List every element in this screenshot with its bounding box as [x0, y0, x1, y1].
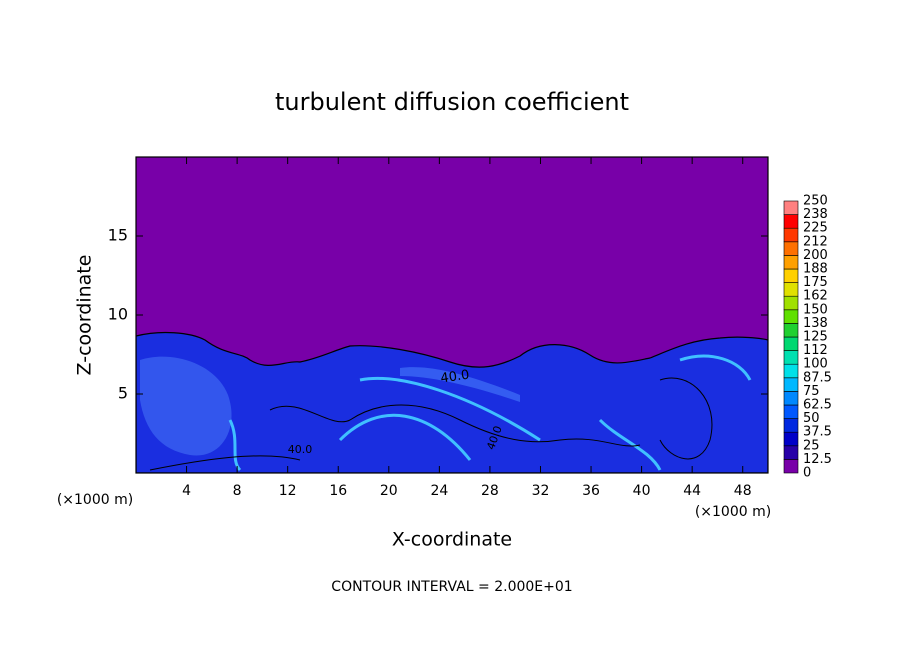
- colorbar-segment: [783, 309, 799, 324]
- colorbar-segment: [783, 200, 799, 215]
- x-tick-label: 24: [430, 483, 448, 499]
- colorbar-label: 75: [803, 384, 820, 399]
- contour-label: 40.0: [288, 443, 313, 456]
- x-tick-label: 44: [683, 483, 701, 499]
- colorbar-label: 87.5: [803, 370, 832, 385]
- colorbar-label: 212: [803, 234, 828, 249]
- chart-title: turbulent diffusion coefficient: [275, 88, 629, 116]
- colorbar-label: 238: [803, 207, 828, 222]
- y-tick-label: 10: [108, 305, 128, 324]
- y-tick-label: 5: [118, 384, 128, 403]
- colorbar-segment: [783, 227, 799, 243]
- colorbar-segment: [783, 241, 799, 256]
- colorbar-label: 112: [803, 343, 828, 358]
- x-tick-label: 20: [380, 483, 398, 499]
- x-tick-label: 40: [633, 483, 651, 499]
- colorbar-label: 162: [803, 289, 828, 304]
- x-tick-label: 12: [279, 483, 297, 499]
- colorbar-label: 50: [803, 411, 820, 426]
- x-tick-label: 8: [233, 483, 242, 499]
- colorbar-segment: [783, 255, 799, 270]
- colorbar-label: 0: [803, 466, 811, 481]
- colorbar-label: 200: [803, 248, 828, 263]
- colorbar-label: 100: [803, 357, 828, 372]
- x-axis-label: X-coordinate: [392, 529, 512, 551]
- colorbar-segment: [783, 445, 799, 460]
- colorbar-segment: [783, 268, 799, 283]
- swirl: [228, 354, 752, 472]
- y-tick-label: 15: [108, 226, 128, 245]
- colorbar-segment: [783, 363, 799, 379]
- colorbar-segment: [783, 336, 799, 351]
- x-tick-label: 28: [481, 483, 499, 499]
- colorbar-segment: [783, 459, 799, 474]
- turbulent-region: [136, 331, 768, 473]
- colorbar-label: 125: [803, 330, 828, 345]
- colorbar-segment: [783, 404, 799, 419]
- colorbar-label: 62.5: [803, 398, 832, 413]
- colorbar-segment: [783, 418, 799, 433]
- colorbar-label: 25: [803, 438, 820, 453]
- colorbar-label: 188: [803, 262, 828, 277]
- x-tick-label: 48: [734, 483, 752, 499]
- colorbar-segment: [783, 295, 799, 311]
- colorbar-segment: [783, 391, 799, 406]
- colorbar-segment: [783, 350, 799, 365]
- y-axis-label: Z-coordinate: [74, 255, 96, 376]
- x-tick-label: 36: [582, 483, 600, 499]
- colorbar-label: 150: [803, 302, 828, 317]
- swirl: [140, 356, 232, 456]
- colorbar-label: 250: [803, 194, 828, 209]
- x-tick-label: 16: [329, 483, 347, 499]
- footer-note: CONTOUR INTERVAL = 2.000E+01: [331, 579, 572, 595]
- swirl: [400, 367, 520, 402]
- colorbar-segment: [783, 282, 799, 297]
- contour-line: [149, 377, 713, 471]
- colorbar-label: 175: [803, 275, 828, 290]
- colorbar-segment: [783, 323, 799, 338]
- x-tick-label: 4: [182, 483, 191, 499]
- contour-label: 40.0: [440, 368, 471, 387]
- colorbar-label: 37.5: [803, 425, 832, 440]
- colorbar-label: 138: [803, 316, 828, 331]
- colorbar-segment: [783, 377, 799, 392]
- y-unit: (×1000 m): [57, 492, 133, 508]
- x-tick-label: 32: [532, 483, 550, 499]
- colorbar-segment: [783, 431, 799, 447]
- colorbar-label: 12.5: [803, 452, 832, 467]
- x-unit: (×1000 m): [695, 504, 771, 520]
- contour-field: [136, 157, 768, 473]
- colorbar-segment: [783, 214, 799, 229]
- colorbar-label: 225: [803, 221, 828, 236]
